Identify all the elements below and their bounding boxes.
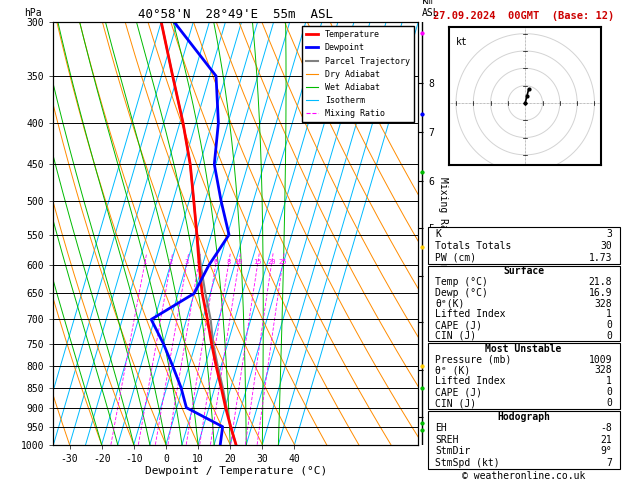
Text: 0: 0 — [606, 398, 612, 408]
X-axis label: Dewpoint / Temperature (°C): Dewpoint / Temperature (°C) — [145, 467, 327, 476]
Text: 7: 7 — [606, 458, 612, 468]
Text: 1.73: 1.73 — [588, 253, 612, 263]
Text: Totals Totals: Totals Totals — [435, 241, 512, 251]
Text: 328: 328 — [594, 298, 612, 309]
Text: hPa: hPa — [25, 8, 42, 17]
Text: 21.8: 21.8 — [588, 277, 612, 287]
Text: 4: 4 — [196, 260, 201, 265]
Text: 1: 1 — [142, 260, 147, 265]
Text: Dewp (°C): Dewp (°C) — [435, 288, 488, 298]
Text: K: K — [435, 228, 442, 239]
Text: Lifted Index: Lifted Index — [435, 376, 506, 386]
Text: 16.9: 16.9 — [588, 288, 612, 298]
Text: 25: 25 — [278, 260, 287, 265]
Title: 40°58'N  28°49'E  55m  ASL: 40°58'N 28°49'E 55m ASL — [138, 8, 333, 21]
Text: 1009: 1009 — [588, 354, 612, 364]
Text: Pressure (mb): Pressure (mb) — [435, 354, 512, 364]
Text: Temp (°C): Temp (°C) — [435, 277, 488, 287]
Text: CAPE (J): CAPE (J) — [435, 320, 482, 330]
Text: 1: 1 — [606, 309, 612, 319]
Text: PW (cm): PW (cm) — [435, 253, 477, 263]
Text: 8: 8 — [226, 260, 230, 265]
Text: CIN (J): CIN (J) — [435, 398, 477, 408]
Text: 2: 2 — [169, 260, 172, 265]
Text: StmSpd (kt): StmSpd (kt) — [435, 458, 500, 468]
Text: SREH: SREH — [435, 435, 459, 445]
Text: LCL: LCL — [429, 420, 447, 430]
Text: EH: EH — [435, 423, 447, 433]
Text: θᵉ(K): θᵉ(K) — [435, 298, 465, 309]
Text: 3: 3 — [606, 228, 612, 239]
Text: 0: 0 — [606, 331, 612, 341]
Text: Hodograph: Hodograph — [497, 412, 550, 421]
Text: 1: 1 — [606, 376, 612, 386]
Text: Lifted Index: Lifted Index — [435, 309, 506, 319]
Text: CIN (J): CIN (J) — [435, 331, 477, 341]
Text: -8: -8 — [600, 423, 612, 433]
Text: 9°: 9° — [600, 447, 612, 456]
Y-axis label: Mixing Ratio (g/kg): Mixing Ratio (g/kg) — [438, 177, 448, 289]
Text: 328: 328 — [594, 365, 612, 376]
Text: 3: 3 — [184, 260, 189, 265]
Text: 0: 0 — [606, 320, 612, 330]
Text: 6: 6 — [213, 260, 218, 265]
Text: Most Unstable: Most Unstable — [486, 344, 562, 354]
Text: StmDir: StmDir — [435, 447, 470, 456]
Text: CAPE (J): CAPE (J) — [435, 387, 482, 398]
Text: 30: 30 — [600, 241, 612, 251]
Text: 0: 0 — [606, 387, 612, 398]
Text: Surface: Surface — [503, 266, 544, 276]
Text: km
ASL: km ASL — [422, 0, 440, 17]
Text: 15: 15 — [253, 260, 262, 265]
Legend: Temperature, Dewpoint, Parcel Trajectory, Dry Adiabat, Wet Adiabat, Isotherm, Mi: Temperature, Dewpoint, Parcel Trajectory… — [302, 26, 414, 122]
Text: 27.09.2024  00GMT  (Base: 12): 27.09.2024 00GMT (Base: 12) — [433, 11, 615, 21]
Text: © weatheronline.co.uk: © weatheronline.co.uk — [462, 471, 586, 481]
Text: 10: 10 — [234, 260, 243, 265]
Text: θᵉ (K): θᵉ (K) — [435, 365, 470, 376]
Text: kt: kt — [456, 37, 468, 47]
Text: 20: 20 — [267, 260, 276, 265]
Text: 21: 21 — [600, 435, 612, 445]
